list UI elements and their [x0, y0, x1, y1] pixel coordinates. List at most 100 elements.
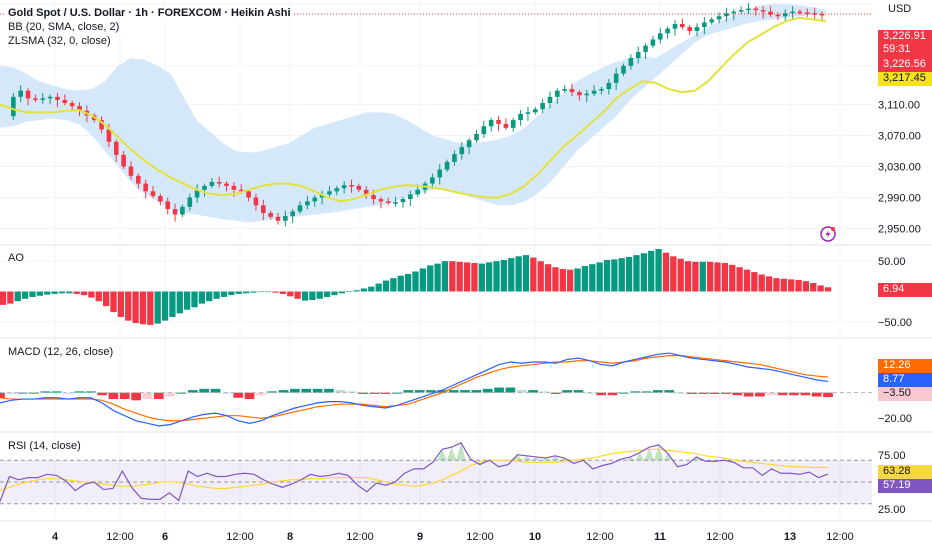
ao-bar [427, 265, 434, 292]
candle-body [672, 24, 678, 29]
price-scale[interactable]: 2,950.00 2,990.00 3,030.00 3,070.00 3,110.00… [878, 100, 921, 517]
candle-body [25, 90, 31, 99]
candle-body [577, 92, 582, 96]
ao-bar [824, 287, 832, 292]
ao-legend[interactable]: AO [6, 251, 26, 265]
ao-pane[interactable] [0, 249, 832, 325]
macd-legend[interactable]: MACD (12, 26, close) [6, 345, 116, 359]
ao-bar [729, 264, 736, 292]
ao-bar [257, 291, 264, 293]
ao-bar [699, 261, 706, 292]
ao-bar [419, 268, 427, 292]
macd-histogram-bar [63, 392, 73, 394]
ao-bar [817, 285, 824, 292]
macd-histogram-bar [0, 392, 5, 398]
rsi-legend[interactable]: RSI (14, close) [6, 439, 83, 453]
ao-bar [736, 267, 743, 292]
macd-histogram-bar [698, 392, 709, 394]
ao-bar [58, 291, 66, 294]
ao-bar [655, 249, 662, 292]
candle-body [349, 185, 354, 187]
candle-body [209, 182, 215, 186]
ao-bar [353, 290, 360, 292]
macd-histogram-bar [142, 392, 153, 400]
candle-body [121, 154, 126, 167]
candle-body [628, 58, 634, 66]
ao-bar [250, 291, 257, 293]
zlsma-legend[interactable]: ZLSMA (32, 0, close) [6, 34, 113, 48]
candle-body [731, 11, 737, 14]
ao-bar [7, 291, 14, 304]
candle-body [18, 90, 24, 97]
ao-bar [515, 256, 522, 292]
ao-bar [110, 291, 117, 313]
ao-bar [780, 278, 787, 292]
ao-bar [412, 271, 419, 292]
ao-bar [662, 252, 670, 292]
ao-bar [95, 291, 102, 302]
candle-body [194, 189, 200, 198]
rsi-line [0, 442, 829, 502]
time-tick-label: 10 [529, 531, 541, 543]
candle-body [525, 112, 531, 114]
ao-bar [338, 291, 345, 294]
macd-histogram-bar [199, 388, 210, 393]
macd-histogram-bar [301, 388, 312, 393]
candle-body [283, 216, 288, 221]
candle-body [363, 189, 369, 196]
ao-bar [132, 291, 139, 324]
macd-histogram-bar [131, 392, 141, 401]
macd-histogram-bar [528, 390, 538, 393]
macd-histogram-bar [562, 390, 572, 393]
rsi-pane[interactable] [0, 442, 872, 505]
time-scale[interactable]: 4 12:00 6 12:00 8 12:00 9 12:00 10 12:00 11 12:00 13… [52, 531, 854, 543]
ao-bar [117, 291, 125, 317]
candle-body [488, 120, 494, 127]
ao-bar [434, 263, 441, 292]
macd-histogram-bar [85, 391, 96, 393]
candle-body [47, 96, 53, 99]
candle-body [702, 22, 707, 28]
ao-bar [294, 291, 301, 299]
ao-bar [301, 291, 309, 301]
ao-bar [500, 259, 508, 292]
macd-histogram-bar [335, 390, 346, 393]
candle-body [69, 103, 75, 107]
ao-bar [625, 256, 633, 292]
ao-bar [206, 291, 213, 302]
time-tick-label: 4 [52, 531, 59, 543]
y-tick-label: −20.00 [878, 413, 912, 425]
macd-histogram-bar [482, 388, 493, 393]
candle-body [312, 197, 318, 202]
candle-body [496, 120, 501, 124]
ao-bar [220, 291, 228, 297]
macd-histogram-bar [653, 390, 663, 393]
macd-pane[interactable] [0, 352, 872, 427]
ao-bar [368, 286, 375, 292]
currency-label[interactable]: USD [888, 3, 912, 15]
ao-bar [471, 262, 478, 292]
ao-bar [714, 262, 721, 292]
price-pane[interactable] [0, 3, 872, 227]
ao-bar [758, 274, 765, 292]
candle-body [643, 45, 648, 52]
ao-bar [169, 291, 176, 317]
macd-histogram-bar [403, 390, 414, 393]
symbol-title[interactable]: Gold Spot / U.S. Dollar · 1h · FOREXCOM … [6, 6, 293, 20]
candle-body [253, 197, 259, 206]
candle-body [305, 201, 310, 206]
ao-bar [0, 291, 7, 305]
ao-bar [544, 264, 552, 292]
bb-legend[interactable]: BB (20, SMA, close, 2) [6, 20, 122, 34]
candle-body [650, 39, 656, 46]
ao-value-tag: 6.94 [878, 283, 932, 297]
macd-histogram-bar [6, 392, 17, 394]
candle-body [466, 140, 472, 148]
ao-bar [191, 291, 198, 308]
candle-body [33, 98, 38, 100]
ao-bar [574, 268, 581, 292]
ao-bar [66, 291, 73, 294]
ao-bar [633, 255, 640, 292]
lightning-alert-icon[interactable] [820, 226, 836, 242]
